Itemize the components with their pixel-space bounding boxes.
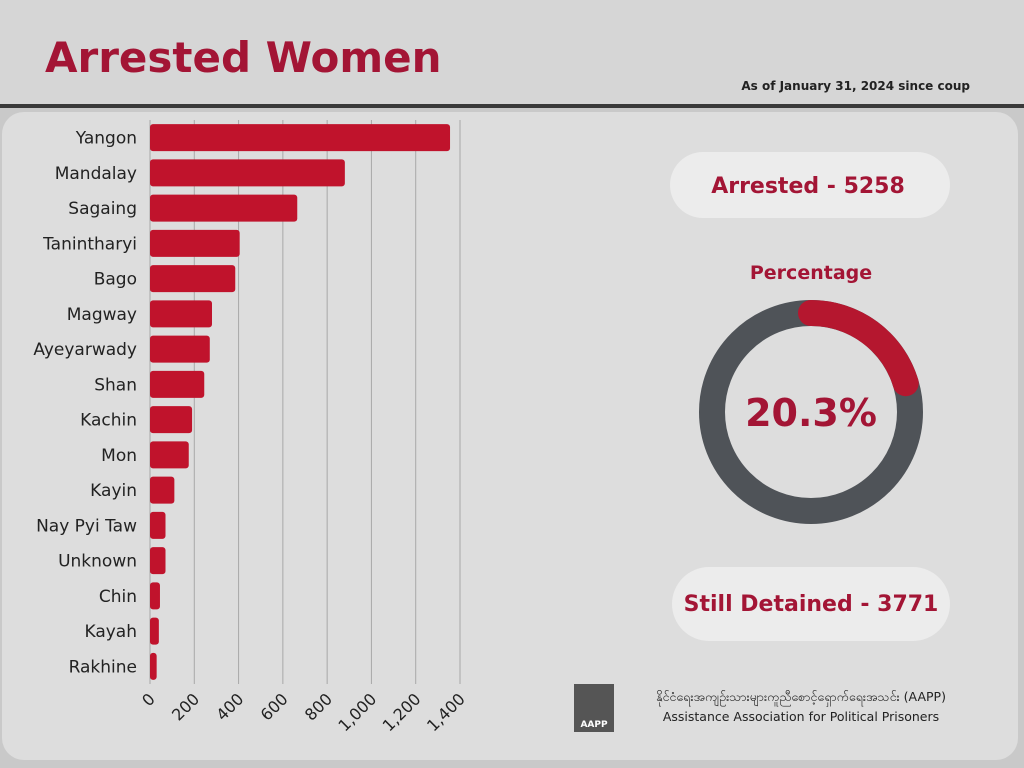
bar [150,406,193,434]
y-tick-label: Unknown [58,552,137,572]
bar [150,547,166,575]
donut-title: Percentage [750,262,872,284]
footer-burmese: နိုင်ငံရေးအကျဉ်းသားများကူညီစောင့်ရှောက်ရ… [656,689,946,707]
y-tick-label: Kayah [84,622,137,642]
bar [150,582,160,610]
bar [150,159,345,187]
bar [150,476,175,504]
bar [150,652,157,680]
y-tick-label: Kayin [90,481,137,501]
header-rule [0,104,1024,108]
arrested-stat: Arrested - 5258 [711,174,905,199]
date-note: As of January 31, 2024 since coup [741,79,970,93]
bar [150,370,205,398]
donut-label: 20.3% [745,391,877,435]
detained-stat: Still Detained - 3771 [684,592,939,617]
y-tick-label: Sagaing [68,199,137,219]
y-tick-label: Shan [94,375,137,395]
footer-english: Assistance Association for Political Pri… [663,709,939,724]
stat-pill [672,567,950,641]
logo-text: AAPP [580,720,608,730]
stat-pill [670,152,950,218]
y-tick-label: Chin [99,587,137,607]
title: Arrested Women [45,33,442,82]
bar [150,229,240,257]
bar [150,300,212,328]
y-tick-label: Rakhine [69,657,137,677]
y-tick-label: Bago [94,270,137,290]
y-tick-label: Ayeyarwady [33,340,137,360]
bar [150,335,210,363]
y-tick-label: Tanintharyi [42,234,137,254]
y-tick-label: Nay Pyi Taw [36,516,137,536]
y-tick-label: Mon [101,446,137,466]
y-tick-label: Yangon [75,129,137,149]
header-band [0,0,1024,104]
bar [150,265,236,293]
bar [150,194,298,222]
bar [150,511,166,539]
y-tick-label: Mandalay [55,164,137,184]
y-tick-label: Kachin [80,411,137,431]
bar [150,441,189,469]
logo [574,684,614,732]
bar [150,617,159,645]
donut-chart: Percentage 20.3% [699,262,923,524]
y-tick-label: Magway [67,305,137,325]
bar [150,124,451,152]
donut-arc [798,300,919,397]
